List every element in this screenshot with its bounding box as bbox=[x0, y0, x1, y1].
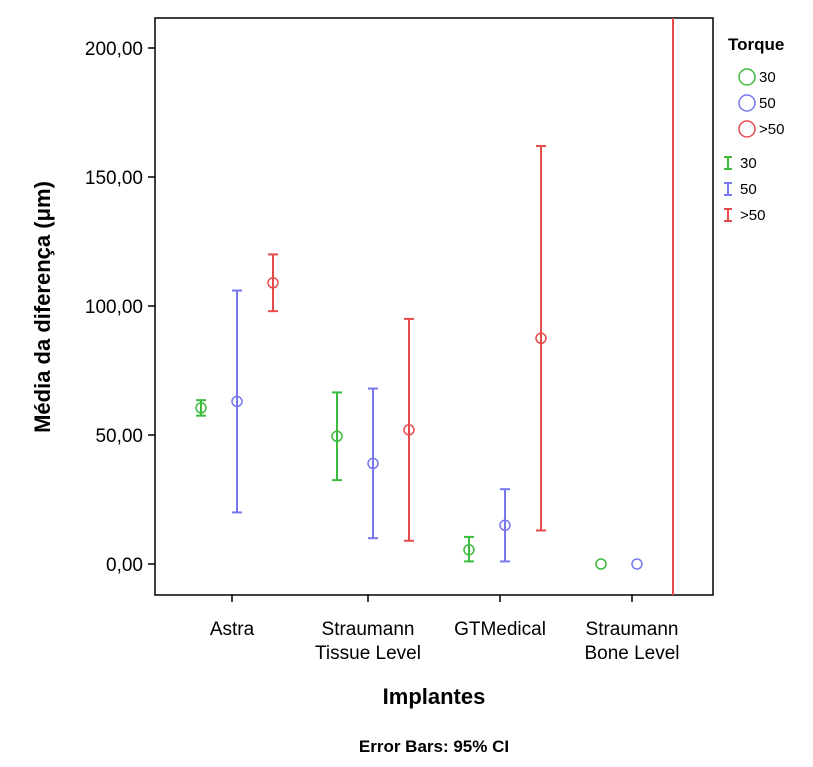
x-tick-label: GTMedical bbox=[454, 619, 546, 640]
x-tick-label: Tissue Level bbox=[315, 643, 421, 664]
mean-marker bbox=[403, 424, 415, 436]
x-tick-label: Astra bbox=[210, 619, 255, 640]
legend-marker bbox=[738, 94, 756, 112]
mean-marker bbox=[267, 277, 279, 289]
mean-marker bbox=[367, 457, 379, 470]
data-marks bbox=[195, 18, 674, 595]
mean-marker bbox=[463, 544, 475, 556]
legend-errorbar-label: >50 bbox=[740, 207, 765, 224]
y-tick-label: 150,00 bbox=[85, 168, 143, 189]
x-tick-label: Straumann bbox=[322, 619, 415, 640]
mean-marker bbox=[231, 395, 243, 408]
mean-marker bbox=[595, 558, 607, 570]
x-tick-label: Straumann bbox=[586, 619, 679, 640]
y-tick-label: 200,00 bbox=[85, 39, 143, 60]
mean-marker bbox=[631, 558, 643, 570]
mean-marker bbox=[499, 519, 511, 532]
legend-marker-label: >50 bbox=[759, 121, 784, 138]
legend-errorbar-label: 30 bbox=[740, 155, 757, 172]
x-axis-title: Implantes bbox=[383, 684, 486, 709]
legend-errorbar-label: 50 bbox=[740, 181, 757, 198]
x-tick-label: Bone Level bbox=[584, 643, 679, 664]
y-axis: 0,00 50,00 100,00 150,00 200,00 bbox=[85, 39, 155, 576]
mean-marker bbox=[195, 402, 207, 414]
x-axis: Astra Straumann Tissue Level GTMedical Strau… bbox=[210, 595, 680, 664]
legend-marker bbox=[738, 68, 756, 86]
legend-title: Torque bbox=[728, 35, 784, 54]
mean-marker bbox=[535, 332, 547, 344]
error-bars-footnote: Error Bars: 95% CI bbox=[359, 737, 509, 756]
legend-marker-label: 50 bbox=[759, 95, 776, 112]
y-axis-title: Média da diferença (μm) bbox=[30, 181, 55, 433]
y-tick-label: 50,00 bbox=[95, 426, 143, 447]
y-tick-label: 100,00 bbox=[85, 297, 143, 318]
legend-marker-label: 30 bbox=[759, 69, 776, 86]
y-tick-label: 0,00 bbox=[106, 555, 143, 576]
plot-frame bbox=[154, 17, 714, 596]
legend-marker bbox=[738, 120, 756, 138]
mean-marker bbox=[331, 430, 343, 443]
